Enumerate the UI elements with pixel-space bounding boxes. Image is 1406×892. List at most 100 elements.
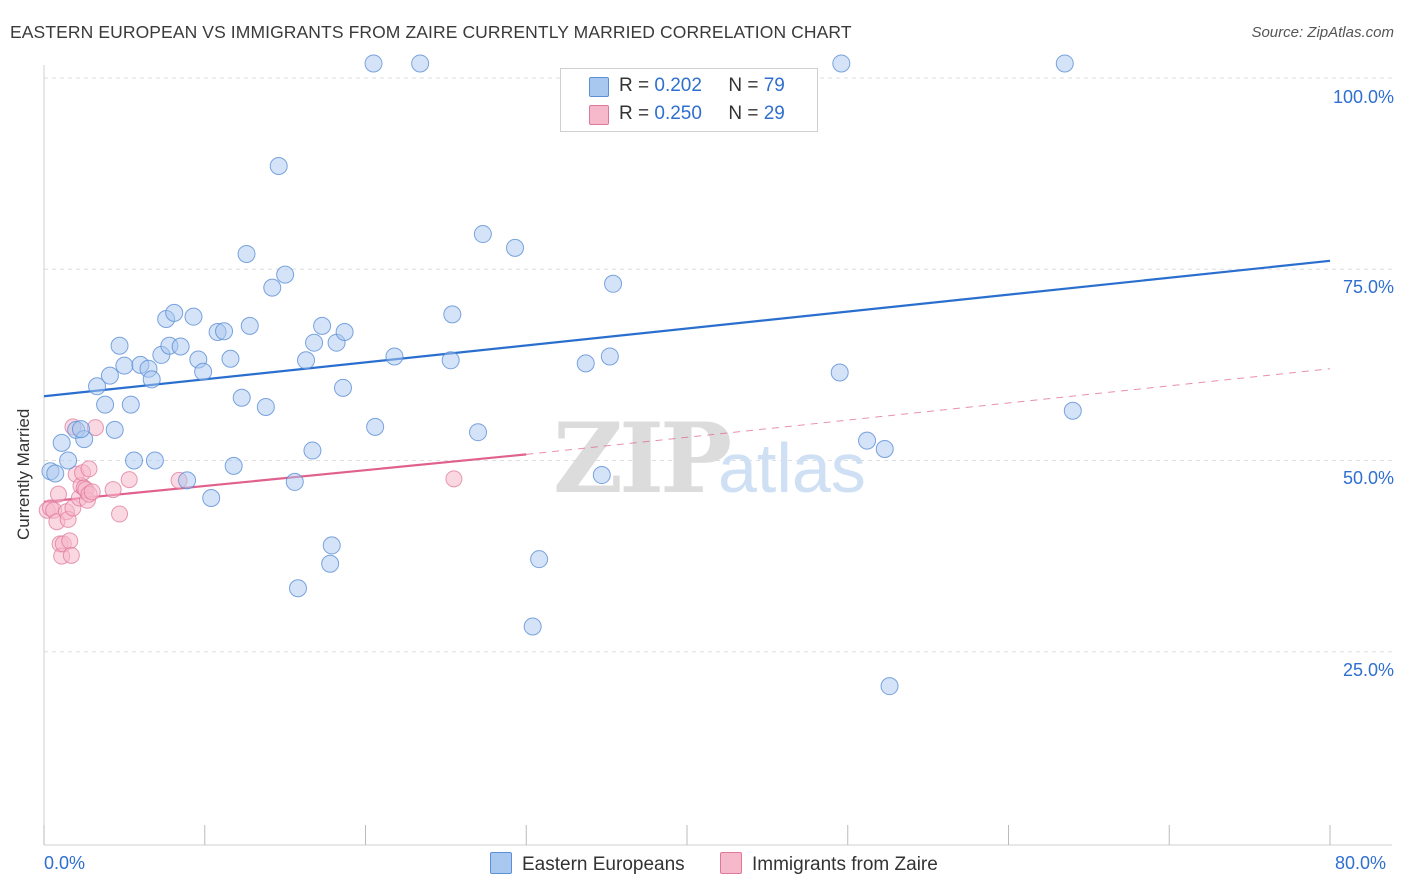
- chart-title: EASTERN EUROPEAN VS IMMIGRANTS FROM ZAIR…: [10, 22, 852, 42]
- eastern-europeans-point-44: [305, 333, 324, 352]
- eastern-europeans-point-50: [335, 322, 354, 341]
- eastern-europeans-point-72: [1063, 401, 1082, 420]
- trend-lines: [43, 259, 1331, 503]
- trend-line-zaire-extension: [526, 368, 1331, 455]
- eastern-europeans-point-22: [165, 303, 184, 322]
- eastern-europeans-point-65: [604, 274, 623, 293]
- zaire-point-25: [104, 481, 122, 499]
- eastern-europeans-point-37: [263, 278, 282, 297]
- eastern-europeans-point-30: [215, 322, 234, 341]
- trend-line-zaire: [43, 453, 527, 503]
- legend-r-value-2: 0.250: [654, 103, 702, 124]
- eastern-europeans-point-61: [530, 550, 549, 569]
- eastern-europeans-point-71: [1055, 54, 1074, 73]
- legend-row-blue: R = 0.202 N = 79: [619, 75, 785, 97]
- eastern-europeans-point-47: [322, 536, 341, 555]
- zaire-point-10: [61, 532, 79, 550]
- zaire-point-27: [120, 471, 138, 489]
- watermark: ZIP atlas: [553, 402, 866, 515]
- eastern-europeans-point-32: [224, 456, 243, 475]
- legend-n-value-2: 29: [763, 103, 785, 124]
- eastern-europeans-point-31: [221, 349, 240, 368]
- watermark-zip: ZIP: [553, 402, 730, 515]
- axes: [43, 65, 1392, 846]
- y-tick-label-25: 25.0%: [1342, 660, 1394, 680]
- grid-lines: [44, 77, 1392, 653]
- eastern-europeans-point-6: [71, 420, 90, 439]
- series-eastern-europeans-points: [41, 54, 1082, 696]
- zaire-point-26: [111, 505, 129, 523]
- eastern-europeans-point-7: [88, 377, 107, 396]
- zaire-point-23: [83, 483, 101, 501]
- eastern-europeans-point-38: [269, 156, 288, 175]
- legend-swatch-blue: [589, 77, 609, 97]
- eastern-europeans-point-36: [256, 397, 275, 416]
- eastern-europeans-point-56: [443, 305, 462, 324]
- legend-n-label-2: N =: [728, 103, 759, 124]
- eastern-europeans-point-24: [178, 471, 197, 490]
- eastern-europeans-point-33: [232, 388, 251, 407]
- eastern-europeans-point-70: [880, 677, 899, 696]
- legend-r-value-1: 0.202: [654, 75, 702, 96]
- bottom-legend-swatch-blue: [490, 852, 512, 874]
- eastern-europeans-point-43: [303, 441, 322, 460]
- zaire-point-21: [80, 460, 98, 478]
- series-zaire-points: [38, 418, 463, 565]
- eastern-europeans-point-52: [366, 417, 385, 436]
- eastern-europeans-point-40: [285, 472, 304, 491]
- eastern-europeans-point-64: [600, 347, 619, 366]
- eastern-europeans-point-57: [469, 423, 488, 442]
- eastern-europeans-point-14: [125, 451, 144, 470]
- eastern-europeans-point-53: [385, 347, 404, 366]
- eastern-europeans-point-10: [105, 420, 124, 439]
- legend-r-label-1: R =: [619, 75, 650, 96]
- y-tick-label-50: 50.0%: [1342, 468, 1394, 488]
- eastern-europeans-point-46: [321, 554, 340, 573]
- correlation-legend: R = 0.202 N = 79 R = 0.250 N = 29: [560, 68, 818, 132]
- x-tick-label-max: 80.0%: [1335, 853, 1387, 873]
- zaire-point-11: [62, 546, 80, 564]
- bottom-legend-label-1: Eastern Europeans: [522, 854, 685, 875]
- bottom-legend-zaire[interactable]: Immigrants from Zaire: [720, 852, 938, 876]
- eastern-europeans-point-68: [858, 431, 877, 450]
- eastern-europeans-point-13: [121, 395, 140, 414]
- eastern-europeans-point-34: [237, 244, 256, 263]
- eastern-europeans-point-59: [505, 238, 524, 257]
- watermark-atlas: atlas: [718, 429, 866, 507]
- bottom-legend-swatch-pink: [720, 852, 742, 874]
- legend-r-label-2: R =: [619, 103, 650, 124]
- eastern-europeans-point-9: [100, 366, 119, 385]
- y-axis-label: Currently Married: [14, 408, 33, 540]
- eastern-europeans-point-60: [523, 617, 542, 636]
- eastern-europeans-point-11: [110, 336, 129, 355]
- eastern-europeans-point-17: [142, 370, 161, 389]
- eastern-europeans-point-35: [240, 316, 259, 335]
- eastern-europeans-point-42: [297, 351, 316, 370]
- eastern-europeans-point-27: [194, 362, 213, 381]
- bottom-legend-eastern-europeans[interactable]: Eastern Europeans: [490, 852, 685, 876]
- eastern-europeans-point-28: [202, 488, 221, 507]
- eastern-europeans-point-2: [52, 433, 71, 452]
- eastern-europeans-point-63: [592, 466, 611, 485]
- eastern-europeans-point-69: [875, 440, 894, 459]
- eastern-europeans-point-55: [441, 351, 460, 370]
- legend-n-value-1: 79: [763, 75, 785, 96]
- eastern-europeans-point-62: [576, 354, 595, 373]
- eastern-europeans-point-3: [59, 451, 78, 470]
- zaire-point-29: [445, 470, 463, 488]
- bottom-legend-label-2: Immigrants from Zaire: [752, 854, 938, 875]
- eastern-europeans-point-66: [830, 363, 849, 382]
- legend-n-label-1: N =: [728, 75, 759, 96]
- eastern-europeans-point-67: [832, 54, 851, 73]
- y-tick-label-100: 100.0%: [1332, 87, 1394, 107]
- legend-swatch-pink: [589, 105, 609, 125]
- zaire-point-4: [49, 485, 67, 503]
- x-tick-label-min: 0.0%: [44, 853, 86, 873]
- eastern-europeans-point-49: [333, 378, 352, 397]
- eastern-europeans-point-23: [171, 337, 190, 356]
- eastern-europeans-point-54: [411, 54, 430, 73]
- trend-line-eastern-europeans: [43, 259, 1331, 398]
- eastern-europeans-point-8: [96, 395, 115, 414]
- eastern-europeans-point-25: [184, 307, 203, 326]
